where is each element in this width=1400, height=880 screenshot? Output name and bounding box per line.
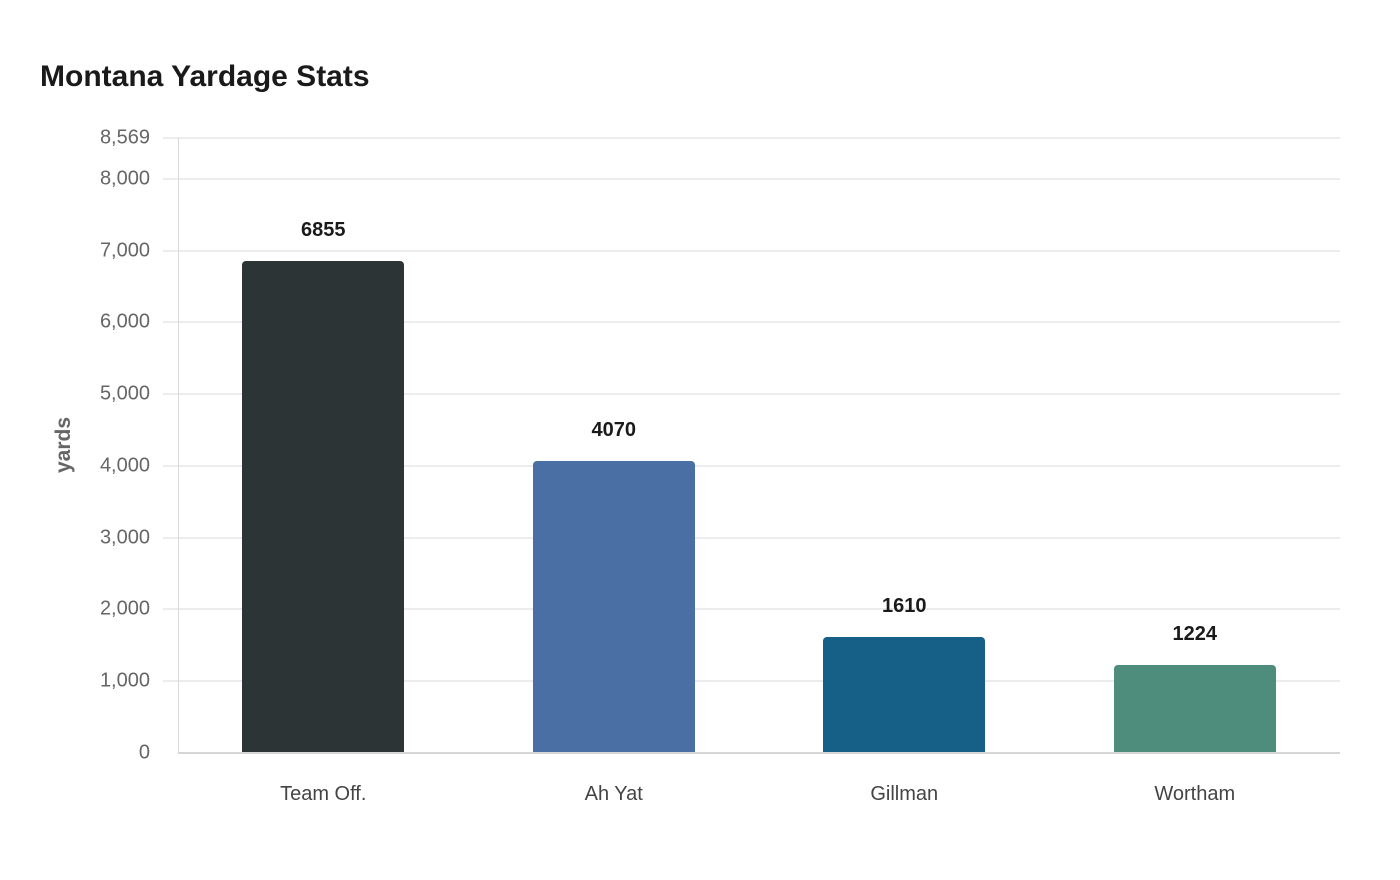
gridline — [163, 680, 1340, 683]
y-tick-label: 7,000 — [99, 239, 150, 262]
gridline — [163, 321, 1340, 324]
y-axis-line — [178, 138, 179, 753]
gridline — [163, 137, 1340, 139]
bar-value-label: 1224 — [1172, 623, 1218, 646]
y-tick-label: 3,000 — [99, 526, 150, 549]
chart-title: Montana Yardage Stats — [40, 60, 370, 93]
y-tick-label: 8,569 — [99, 126, 150, 149]
y-tick-label: 1,000 — [99, 669, 150, 692]
y-tick-label: 8,000 — [99, 167, 150, 190]
bar-team-off[interactable] — [242, 261, 405, 753]
y-tick-label: 5,000 — [99, 382, 150, 405]
gridline — [163, 177, 1340, 180]
bar-value-label: 4070 — [591, 418, 637, 441]
gridline — [163, 464, 1340, 467]
x-tick-label: Team Off. — [280, 783, 367, 805]
y-axis-label: yards — [52, 416, 75, 474]
gridline — [163, 393, 1340, 396]
bar-gillman[interactable] — [823, 637, 986, 753]
x-axis-line — [178, 752, 1340, 754]
x-tick-label: Wortham — [1154, 783, 1236, 805]
bar-ah-yat[interactable] — [532, 460, 695, 753]
y-tick-label: 4,000 — [99, 454, 150, 477]
bar-wortham[interactable] — [1113, 665, 1276, 753]
x-tick-label: Ah Yat — [584, 783, 643, 805]
x-tick-label: Gillman — [870, 783, 939, 805]
bar-value-label: 1610 — [882, 595, 927, 618]
y-tick-label: 0 — [138, 741, 150, 764]
bar-value-label: 6855 — [301, 219, 346, 241]
gridline — [163, 608, 1340, 611]
gridline — [163, 249, 1340, 252]
y-tick-label: 6,000 — [99, 310, 150, 333]
y-tick-label: 2,000 — [99, 597, 150, 620]
gridline — [163, 536, 1340, 539]
